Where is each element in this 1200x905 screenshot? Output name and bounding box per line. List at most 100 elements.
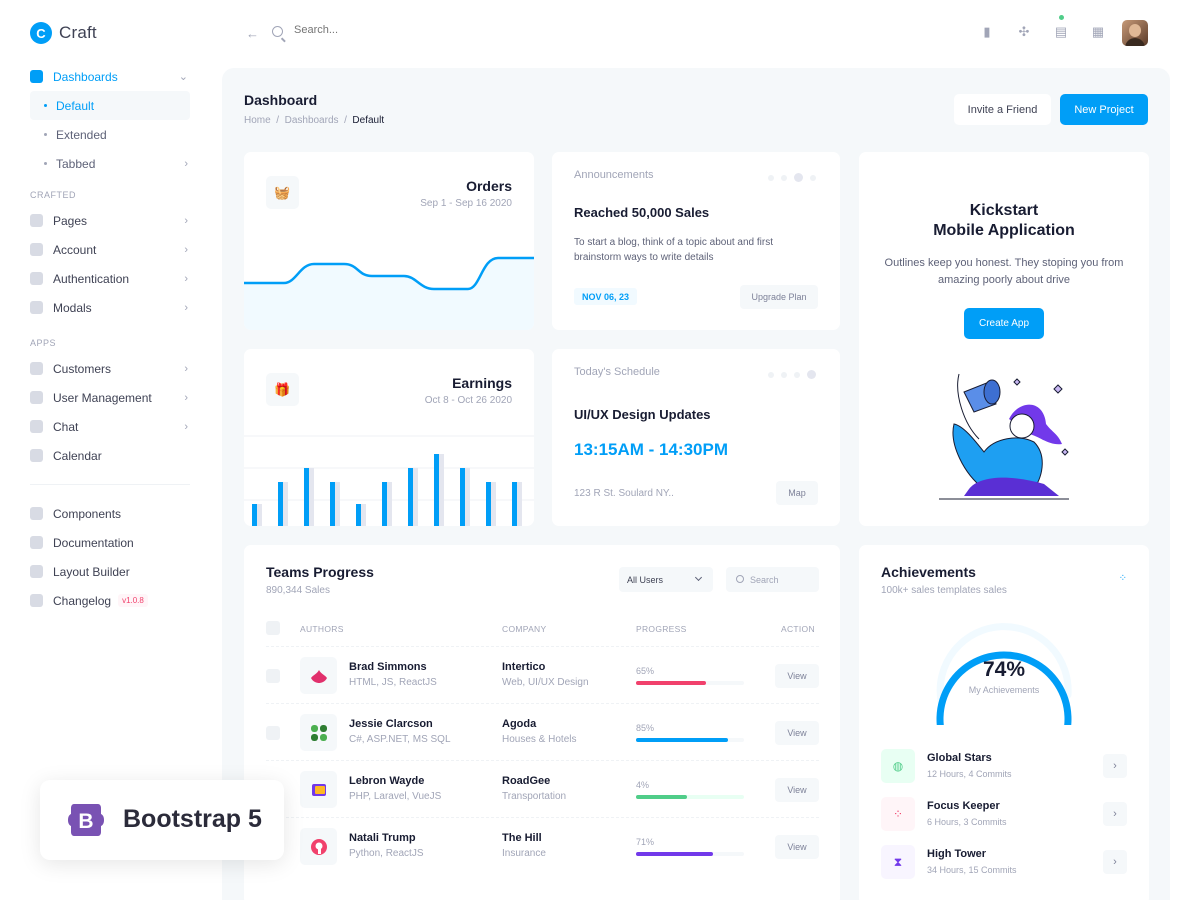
chevron-right-icon: › [184, 243, 188, 256]
search-icon [736, 575, 744, 583]
sidebar-item-modals[interactable]: Modals › [30, 293, 190, 322]
card-title: Achievements [881, 564, 976, 580]
achievement-percent: 74% [982, 658, 1026, 681]
achievement-name: Focus Keeper [927, 800, 1000, 812]
new-project-button[interactable]: New Project [1060, 94, 1148, 125]
sidebar-item-documentation[interactable]: Documentation [30, 528, 190, 557]
create-app-button[interactable]: Create App [964, 308, 1044, 339]
author-name[interactable]: Lebron Wayde [349, 775, 425, 787]
bootstrap-badge: B Bootstrap 5 [40, 780, 284, 860]
achievement-item[interactable]: ⁘ Focus Keeper 6 Hours, 3 Commits › [881, 797, 1127, 831]
teams-progress-card: Teams Progress 890,344 Sales All Users S… [244, 545, 840, 905]
achievement-gauge [936, 623, 1072, 725]
search-input[interactable] [294, 24, 494, 36]
column-header-progress[interactable]: PROGRESS [636, 624, 687, 634]
progress-fill [636, 852, 713, 856]
chevron-right-icon: › [184, 391, 188, 404]
bullet-icon [44, 133, 47, 136]
app-logo[interactable]: C Craft [30, 22, 97, 44]
company-name: Intertico [502, 661, 546, 673]
menu-dots-icon[interactable]: ⁘ [1118, 573, 1127, 584]
schedule-address: 123 R St. Soulard NY.. [574, 488, 674, 499]
sidebar-item-label: Extended [56, 127, 107, 142]
carousel-indicators[interactable] [768, 370, 816, 379]
sidebar-item-label: Dashboards [53, 69, 118, 84]
author-name[interactable]: Brad Simmons [349, 661, 427, 673]
search-placeholder: Search [750, 574, 779, 585]
row-checkbox[interactable] [266, 726, 280, 740]
column-header-company[interactable]: COMPANY [502, 624, 547, 634]
sidebar-item-chat[interactable]: Chat › [30, 412, 190, 441]
sidebar-item-account[interactable]: Account › [30, 235, 190, 264]
arrow-right-icon[interactable]: › [1103, 850, 1127, 874]
author-name[interactable]: Jessie Clarcson [349, 718, 433, 730]
users-icon [30, 391, 43, 404]
basket-icon: 🧺 [266, 176, 299, 209]
chevron-right-icon: › [184, 301, 188, 314]
view-button[interactable]: View [775, 778, 819, 802]
breadcrumb-home[interactable]: Home [244, 115, 271, 126]
invite-friend-button[interactable]: Invite a Friend [954, 94, 1051, 125]
progress-percent: 71% [636, 837, 655, 847]
company-logo-icon [300, 828, 337, 865]
section-label-crafted: CRAFTED [30, 190, 76, 200]
select-all-checkbox[interactable] [266, 621, 280, 635]
chart-bars-icon[interactable]: ▮ [983, 24, 991, 39]
sidebar: C Craft Dashboards ⌄ Default Extended Ta… [0, 0, 222, 900]
sidebar-item-pages[interactable]: Pages › [30, 206, 190, 235]
view-button[interactable]: View [775, 835, 819, 859]
chevron-right-icon: › [184, 214, 188, 227]
schedule-time: 13:15AM - 14:30PM [574, 440, 729, 459]
sidebar-item-label: Layout Builder [53, 564, 130, 579]
message-icon[interactable]: ▤ [1054, 24, 1068, 39]
breadcrumb: Home / Dashboards / Default [244, 115, 385, 126]
upgrade-plan-button[interactable]: Upgrade Plan [740, 285, 818, 309]
chevron-right-icon: › [184, 420, 188, 433]
sidebar-item-dashboards[interactable]: Dashboards ⌄ [30, 62, 190, 91]
progress-fill [636, 681, 707, 685]
breadcrumb-dashboards[interactable]: Dashboards [284, 115, 339, 126]
users-filter-select[interactable]: All Users [619, 567, 713, 592]
achievement-item[interactable]: ◍ Global Stars 12 Hours, 4 Commits › [881, 749, 1127, 783]
sidebar-item-components[interactable]: Components [30, 499, 190, 528]
apps-icon[interactable]: ✣ [1018, 24, 1030, 39]
table-row: Lebron Wayde PHP, Laravel, VueJS RoadGee… [266, 760, 819, 817]
achievement-item[interactable]: ⧗ High Tower 34 Hours, 15 Commits › [881, 845, 1127, 879]
sidebar-subitem-extended[interactable]: Extended [30, 120, 190, 149]
kickstart-text: Outlines keep you honest. They stoping y… [884, 257, 1124, 286]
arrow-left-icon[interactable]: ← [246, 26, 259, 41]
view-button[interactable]: View [775, 721, 819, 745]
sidebar-item-layout-builder[interactable]: Layout Builder [30, 557, 190, 586]
company-name: Agoda [502, 718, 537, 730]
column-header-action[interactable]: ACTION [781, 624, 815, 634]
progress-percent: 4% [636, 780, 650, 790]
table-row: Brad Simmons HTML, JS, ReactJS Intertico… [266, 646, 819, 703]
gift-icon: 🎁 [266, 373, 299, 406]
sidebar-item-changelog[interactable]: Changelog v1.0.8 [30, 586, 190, 615]
sidebar-divider [30, 484, 190, 485]
sidebar-item-authentication[interactable]: Authentication › [30, 264, 190, 293]
sidebar-subitem-default[interactable]: Default [30, 91, 190, 120]
sidebar-item-label: Modals [53, 300, 92, 315]
layout-icon [30, 565, 43, 578]
carousel-indicators[interactable] [768, 173, 816, 182]
progress-fill [636, 738, 728, 742]
sidebar-item-calendar[interactable]: Calendar [30, 441, 190, 470]
arrow-right-icon[interactable]: › [1103, 802, 1127, 826]
author-name[interactable]: Natali Trump [349, 832, 416, 844]
sidebar-item-user-management[interactable]: User Management › [30, 383, 190, 412]
column-header-authors[interactable]: AUTHORS [300, 624, 344, 634]
arrow-right-icon[interactable]: › [1103, 754, 1127, 778]
map-button[interactable]: Map [776, 481, 818, 505]
grid-menu-icon[interactable]: ▦ [1091, 24, 1105, 39]
avatar[interactable] [1122, 20, 1148, 46]
row-checkbox[interactable] [266, 669, 280, 683]
view-button[interactable]: View [775, 664, 819, 688]
sidebar-subitem-tabbed[interactable]: Tabbed › [30, 149, 190, 178]
sidebar-item-label: Calendar [53, 448, 102, 463]
announcement-text: To start a blog, think of a topic about … [574, 237, 774, 263]
sidebar-item-customers[interactable]: Customers › [30, 354, 190, 383]
kickstart-card: Kickstart Mobile Application Outlines ke… [859, 152, 1149, 526]
table-search-input[interactable]: Search [726, 567, 819, 592]
schedule-card: Today's Schedule UI/UX Design Updates 13… [552, 349, 840, 526]
